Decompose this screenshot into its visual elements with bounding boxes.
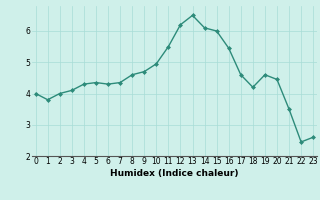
X-axis label: Humidex (Indice chaleur): Humidex (Indice chaleur) (110, 169, 239, 178)
